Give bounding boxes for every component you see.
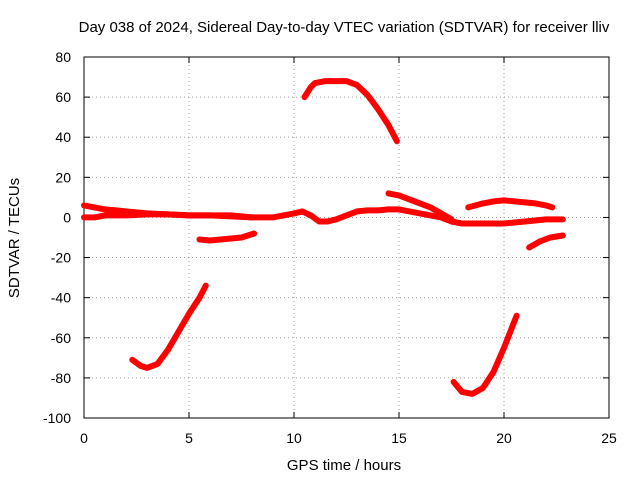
series-group: [81, 78, 566, 397]
x-tick-label: 20: [496, 430, 512, 446]
y-tick-label: 60: [55, 89, 71, 105]
y-tick-label: 40: [55, 129, 71, 145]
grid: [84, 57, 609, 418]
series-arc-9: [450, 312, 520, 397]
series-arc-2: [81, 202, 255, 221]
chart-title: Day 038 of 2024, Sidereal Day-to-day VTE…: [79, 19, 610, 36]
y-tick-label: -80: [51, 370, 71, 386]
x-tick-label: 0: [80, 430, 88, 446]
x-tick-label: 15: [391, 430, 407, 446]
y-tick-label: -20: [51, 250, 71, 266]
x-tick-label: 25: [601, 430, 617, 446]
series-arc-7: [301, 78, 400, 145]
y-axis-label: SDTVAR / TECUs: [6, 178, 23, 298]
series-arc-6: [526, 232, 566, 251]
axis-ticks: 0 5 10 15 20 25 -100 -80 -60 -40 -20 0 20 40 60 80: [43, 49, 617, 446]
y-tick-label: -60: [51, 330, 71, 346]
y-tick-label: -40: [51, 290, 71, 306]
y-tick-label: -100: [43, 410, 71, 426]
y-tick-label: 80: [55, 49, 71, 65]
series-arc-5: [196, 230, 258, 244]
plot-frame: [83, 56, 610, 419]
y-tick-label: 0: [63, 209, 71, 225]
series-arc-4: [465, 197, 556, 211]
x-axis-label: GPS time / hours: [287, 457, 401, 474]
series-arc-8: [129, 282, 209, 371]
series-arc-3: [385, 190, 455, 223]
y-tick-label: 20: [55, 169, 71, 185]
x-tick-label: 5: [185, 430, 193, 446]
x-tick-label: 10: [286, 430, 302, 446]
